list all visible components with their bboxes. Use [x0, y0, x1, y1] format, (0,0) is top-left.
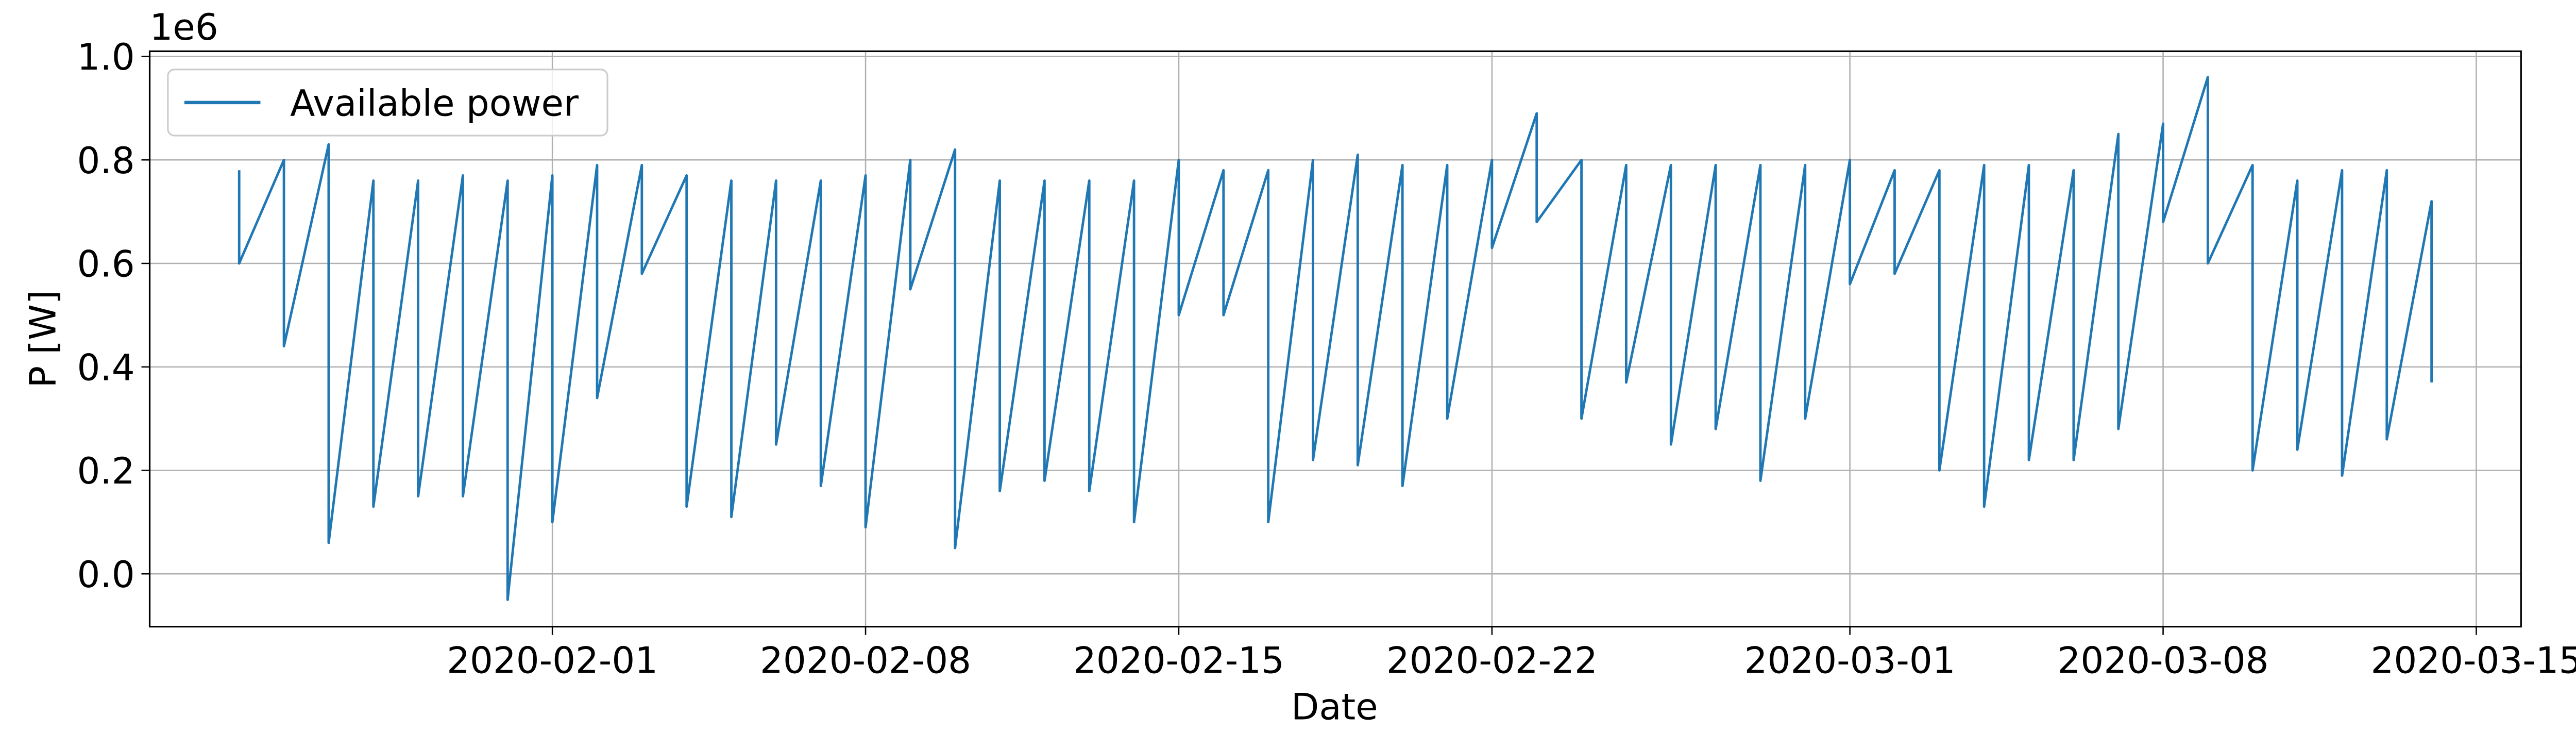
y-tick-label: 0.8	[77, 140, 134, 182]
y-tick-label: 1.0	[77, 36, 134, 78]
x-tick-label: 2020-03-01	[1744, 639, 1956, 681]
x-tick-label: 2020-03-15	[2370, 639, 2576, 681]
line-series	[238, 76, 2433, 601]
axes-frame	[148, 50, 2522, 628]
x-tick-label: 2020-02-15	[1073, 639, 1284, 681]
plot-area	[238, 76, 2433, 601]
x-tick-label: 2020-02-01	[447, 639, 658, 681]
x-axis-label: Date	[1291, 686, 1378, 728]
y-tick-label: 0.2	[77, 450, 134, 492]
y-offset-label: 1e6	[150, 6, 218, 48]
x-tick-label: 2020-03-08	[2058, 639, 2269, 681]
y-axis-label: P [W]	[22, 290, 64, 388]
x-tick-label: 2020-02-22	[1386, 639, 1598, 681]
legend-label: Available power	[290, 82, 579, 125]
y-tick-label: 0.4	[77, 346, 134, 389]
y-tick-label: 0.6	[77, 243, 134, 286]
grid	[149, 51, 2521, 627]
legend-box	[167, 69, 608, 137]
ticks: 2020-02-01 2020-02-08 2020-02-15 2020-02-22…	[77, 36, 2576, 681]
x-tick-label: 2020-02-08	[760, 639, 971, 681]
legend: Available power	[167, 69, 608, 137]
y-tick-label: 0.0	[77, 554, 134, 596]
